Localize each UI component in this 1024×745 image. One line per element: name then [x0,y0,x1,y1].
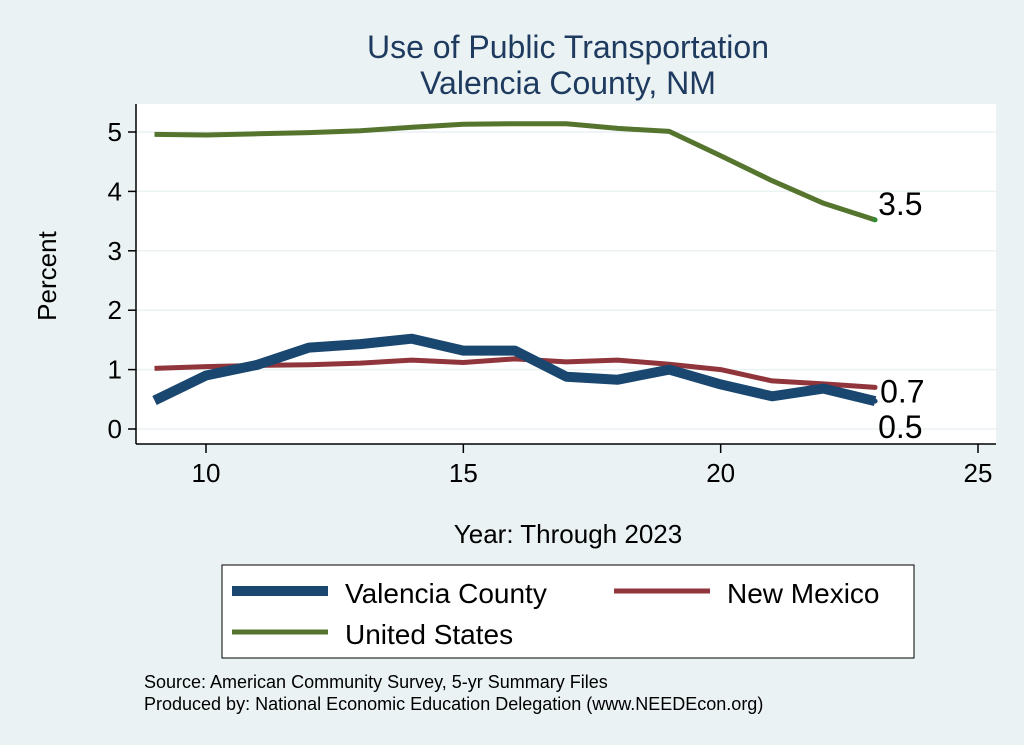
chart-title-line2: Valencia County, NM [420,65,716,101]
x-tick-label-20: 20 [706,458,735,488]
legend-label-new-mexico: New Mexico [727,578,879,609]
y-axis-title: Percent [32,230,62,320]
y-tick-label-0: 0 [108,414,122,444]
legend-label-valencia-county: Valencia County [345,578,547,609]
series-line-united-states [154,121,876,223]
y-tick-label-2: 2 [108,295,122,325]
x-tick-label-10: 10 [192,458,221,488]
y-tick-label-4: 4 [108,176,122,206]
y-tick-label-5: 5 [108,117,122,147]
y-tick-label-3: 3 [108,236,122,266]
produced-by-note: Produced by: National Economic Education… [144,694,763,714]
series-line-valencia-county [152,333,877,406]
legend: Valencia County New Mexico United States [221,564,915,659]
x-axis: 10 15 20 25 [136,443,996,488]
x-tick-label-25: 25 [964,458,993,488]
end-point-united-states [872,217,878,223]
end-label-united-states: 3.5 [878,186,922,222]
y-tick-label-1: 1 [108,355,122,385]
plot-area [136,104,996,444]
x-tick-label-15: 15 [449,458,478,488]
end-label-new-mexico: 0.7 [880,373,924,409]
series-line-new-mexico [154,356,876,390]
x-axis-title: Year: Through 2023 [454,519,682,549]
legend-label-united-states: United States [345,619,513,650]
end-labels: 0.50.7 3.5 [878,186,924,445]
legend-box [221,564,915,659]
series-lines [152,121,878,406]
end-label-valencia-county: 0.5 [878,409,922,445]
chart-title-line1: Use of Public Transportation [367,29,769,65]
end-point-new-mexico [872,384,878,390]
y-axis: 0 1 2 3 4 5 [108,104,137,444]
end-point-valencia-county [872,398,878,404]
source-note: Source: American Community Survey, 5-yr … [144,672,608,692]
